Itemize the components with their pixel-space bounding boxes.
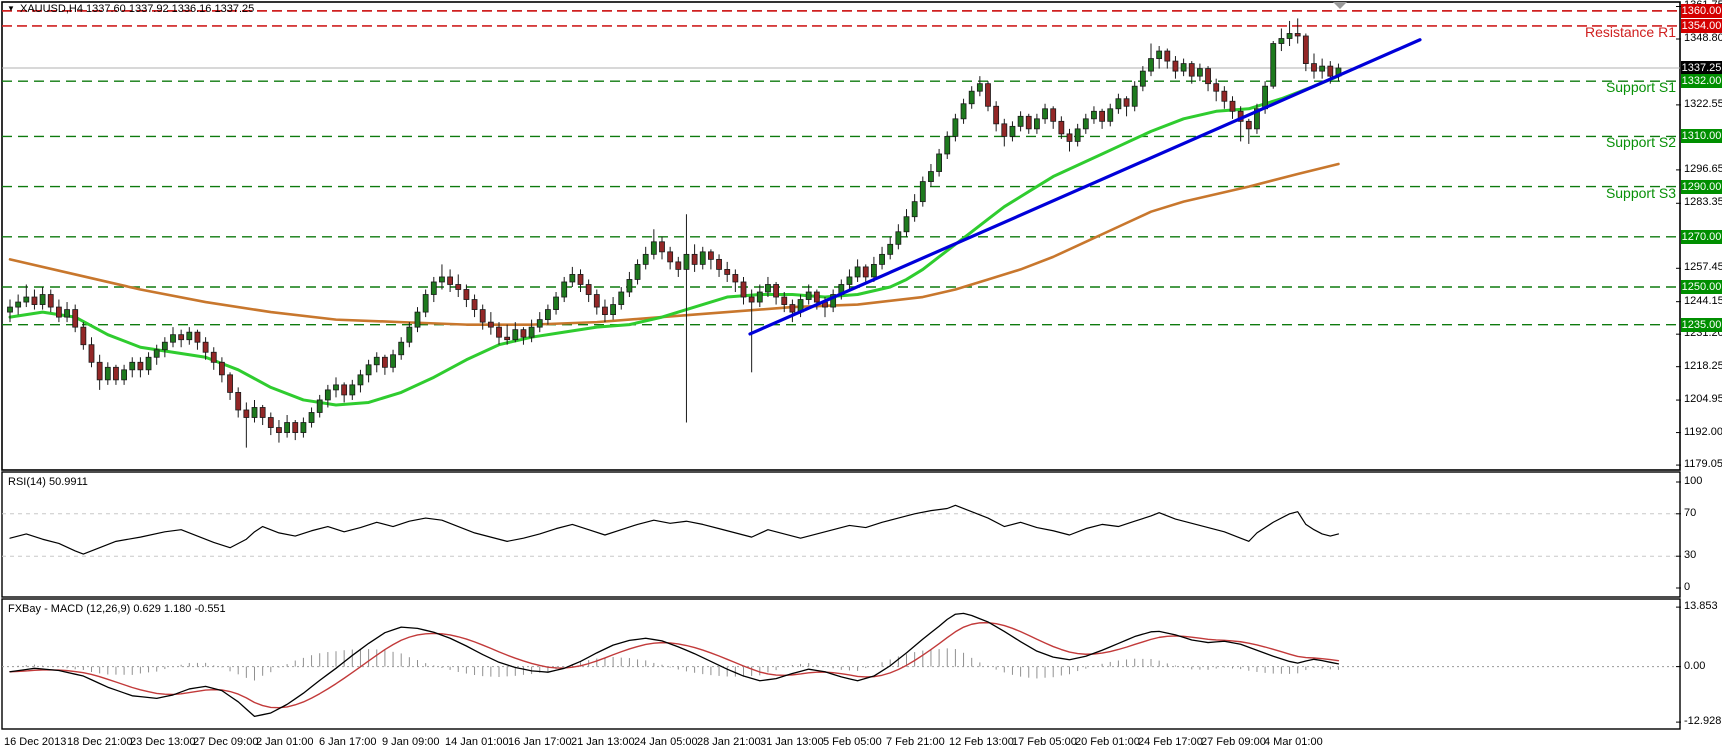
macd-panel	[2, 612, 1680, 718]
slow-ma-line	[8, 162, 1340, 326]
time-axis-label: 27 Dec 09:00	[193, 736, 259, 748]
time-axis-label: 27 Feb 09:00	[1201, 736, 1266, 748]
support-price-box: 1332.00	[1681, 74, 1722, 89]
time-axis-label: 31 Jan 13:00	[760, 736, 824, 748]
macd-axis-tick: 0.00	[1684, 659, 1706, 672]
time-axis-label: 17 Feb 05:00	[1012, 736, 1077, 748]
macd-indicator-label: FXBay - MACD (12,26,9) 0.629 1.180 -0.55…	[8, 603, 226, 615]
support-s2-label[interactable]: Support S2	[1605, 134, 1676, 151]
support-lines[interactable]	[2, 80, 1680, 326]
price-axis-tick: 1231.20	[1684, 327, 1722, 340]
trendline[interactable]	[748, 38, 1422, 336]
rsi-panel	[2, 504, 1680, 557]
time-axis-label: 16 Dec 2013	[4, 736, 67, 748]
chart-dropdown-icon[interactable]: ▼	[7, 4, 15, 13]
panel-frames	[1, 1, 1681, 730]
rsi-axis-tick: 0	[1684, 581, 1691, 593]
time-axis-label: 23 Dec 13:00	[130, 736, 196, 748]
resistance-price-box: 1354.00	[1681, 18, 1722, 33]
time-axis-label: 20 Feb 01:00	[1075, 736, 1140, 748]
rsi-axis-tick: 30	[1684, 549, 1697, 562]
price-axis-tick: 1244.15	[1684, 294, 1722, 307]
time-axis-label: 4 Mar 01:00	[1264, 736, 1323, 748]
price-axis-tick: 1296.65	[1684, 162, 1722, 175]
macd-axis-tick: 13.853	[1684, 600, 1718, 613]
object-marker-icon[interactable]	[1333, 2, 1347, 9]
time-axis-label: 14 Jan 01:00	[445, 736, 509, 748]
price-axis-tick: 1192.00	[1684, 425, 1722, 438]
time-axis-label: 12 Feb 13:00	[949, 736, 1014, 748]
resistance-lines[interactable]	[2, 10, 1680, 27]
price-axis-tick: 1218.25	[1684, 359, 1722, 372]
candles-layer	[7, 18, 1342, 448]
rsi-axis-tick: 100	[1684, 475, 1703, 487]
time-axis-label: 24 Feb 17:00	[1138, 736, 1203, 748]
price-axis-tick: 1348.80	[1684, 32, 1722, 44]
time-axis-label: 7 Feb 21:00	[886, 736, 945, 748]
macd-axis-tick: -12.928	[1684, 715, 1722, 728]
price-axis-tick: 1283.35	[1684, 196, 1722, 209]
time-axis-label: 5 Feb 05:00	[823, 736, 882, 748]
axis-tick-marks	[1676, 5, 1681, 723]
time-axis-label: 16 Jan 17:00	[508, 736, 572, 748]
support-price-box: 1310.00	[1681, 129, 1722, 144]
time-axis-label: 2 Jan 01:00	[256, 736, 314, 748]
time-axis-label: 6 Jan 17:00	[319, 736, 377, 748]
current-price-box: 1337.25	[1681, 60, 1722, 75]
support-s1-label[interactable]: Support S1	[1605, 79, 1676, 96]
support-price-box: 1235.00	[1681, 317, 1722, 332]
time-axis-label: 9 Jan 09:00	[382, 736, 440, 748]
price-axis-tick: 1257.45	[1684, 261, 1722, 274]
time-axis-label: 28 Jan 21:00	[697, 736, 761, 748]
rsi-axis-tick: 70	[1684, 506, 1697, 519]
time-axis-label: 18 Dec 21:00	[67, 736, 133, 748]
price-axis-tick: 1322.55	[1684, 97, 1722, 110]
support-price-box: 1250.00	[1681, 279, 1722, 294]
support-price-box: 1270.00	[1681, 229, 1722, 244]
resistance-price-box: 1360.00	[1681, 3, 1722, 18]
resistance-r1-label[interactable]: Resistance R1	[1584, 23, 1676, 40]
rsi-indicator-label: RSI(14) 50.9911	[8, 476, 88, 488]
support-s3-label[interactable]: Support S3	[1605, 184, 1676, 201]
time-axis-label: 21 Jan 13:00	[571, 736, 635, 748]
price-axis-tick: 1179.05	[1684, 458, 1722, 471]
chart-title: XAUUSD,H4 1337.60 1337.92 1336.16 1337.2…	[20, 3, 255, 15]
time-axis-label: 24 Jan 05:00	[634, 736, 698, 748]
price-axis-tick: 1204.95	[1684, 393, 1722, 406]
support-price-box: 1290.00	[1681, 179, 1722, 194]
fast-ma-line	[8, 74, 1340, 407]
